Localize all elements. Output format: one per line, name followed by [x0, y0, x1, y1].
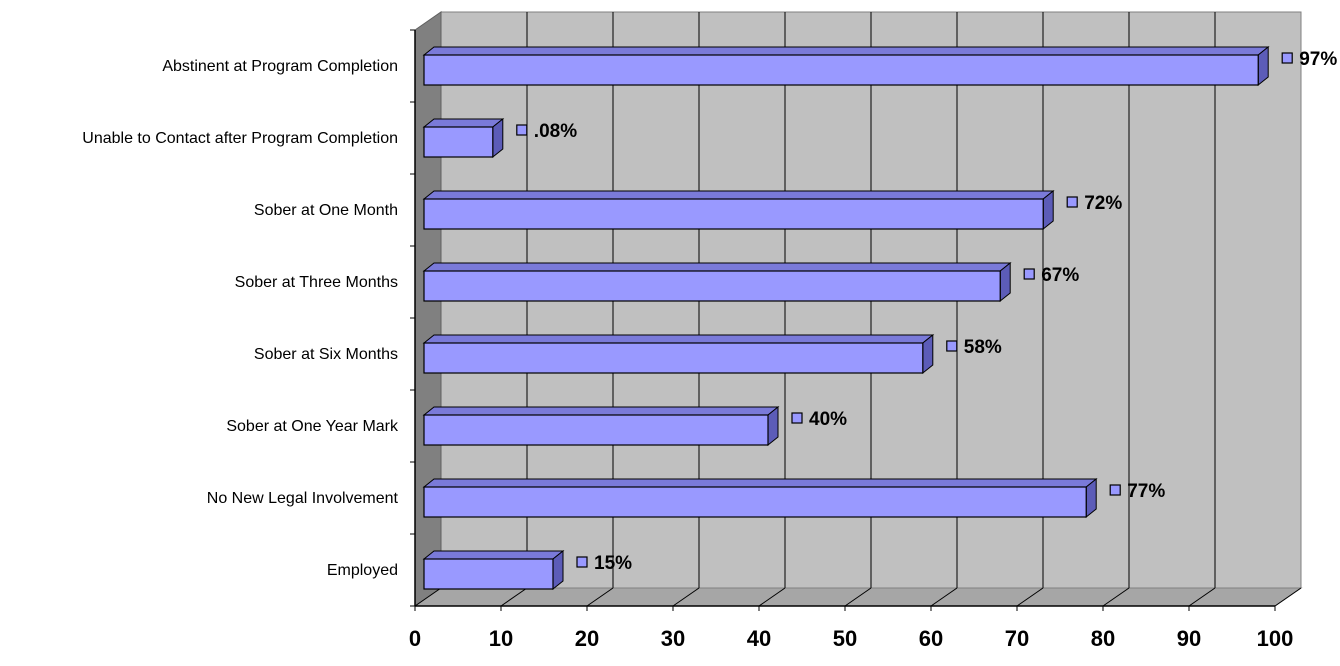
data-label-marker	[1281, 52, 1293, 64]
bar	[423, 414, 769, 446]
x-tick-label: 100	[1257, 626, 1294, 651]
floor-gridline	[1016, 587, 1044, 607]
x-tick-label: 90	[1177, 626, 1201, 651]
x-tick-label: 70	[1005, 626, 1029, 651]
category-label: Abstinent at Program Completion	[162, 58, 398, 75]
labels: Abstinent at Program Completion 97% Unable…	[82, 49, 1337, 579]
data-label-marker	[576, 556, 588, 568]
data-label: 77%	[1127, 481, 1165, 502]
x-tick-label: 0	[409, 626, 421, 651]
floor-gridline	[844, 587, 872, 607]
bar	[423, 54, 1259, 86]
bars	[422, 45, 1270, 591]
data-label: 97%	[1299, 49, 1337, 70]
bar-top-face	[422, 190, 1055, 200]
floor-gridline	[414, 587, 442, 607]
data-label-marker	[791, 412, 803, 424]
bar-top-face	[422, 262, 1012, 272]
x-tick-label: 40	[747, 626, 771, 651]
x-tick-label: 10	[489, 626, 513, 651]
data-label-marker	[1066, 196, 1078, 208]
bar	[423, 126, 494, 158]
floor-gridline	[1274, 587, 1302, 607]
bar	[423, 486, 1087, 518]
data-label: 58%	[964, 337, 1002, 358]
category-label: Sober at Three Months	[235, 274, 398, 291]
category-label: Unable to Contact after Program Completi…	[82, 130, 398, 147]
bar-top-face	[422, 406, 780, 416]
floor-gridline	[1188, 587, 1216, 607]
bar-top-face	[422, 550, 565, 560]
bar	[423, 270, 1001, 302]
floor-gridline	[586, 587, 614, 607]
bar	[423, 342, 924, 374]
category-label: Sober at Six Months	[254, 346, 398, 363]
data-label-marker	[516, 124, 528, 136]
category-label: Employed	[327, 562, 398, 579]
floor-gridline	[1102, 587, 1130, 607]
data-label-marker	[1109, 484, 1121, 496]
bar-top-face	[422, 478, 1098, 488]
data-label: 67%	[1041, 265, 1079, 286]
floor-gridline	[672, 587, 700, 607]
floor-gridline	[500, 587, 528, 607]
x-tick-label: 50	[833, 626, 857, 651]
category-label: Sober at One Year Mark	[226, 418, 399, 435]
x-tick-label: 20	[575, 626, 599, 651]
data-label: 40%	[809, 409, 847, 430]
axes: 0 10 20 30 40 50 60 70 80 90 100	[409, 29, 1294, 651]
x-tick-label: 60	[919, 626, 943, 651]
data-label: 15%	[594, 553, 632, 574]
data-label: .08%	[534, 121, 577, 142]
x-tick-label: 80	[1091, 626, 1115, 651]
category-label: Sober at One Month	[254, 202, 398, 219]
data-label: 72%	[1084, 193, 1122, 214]
floor-gridline	[758, 587, 786, 607]
x-tick-label: 30	[661, 626, 685, 651]
bar-top-face	[422, 334, 935, 344]
data-label-marker	[1023, 268, 1035, 280]
floor-gridline	[930, 587, 958, 607]
bar	[423, 198, 1044, 230]
bar-top-face	[422, 118, 505, 128]
bar	[423, 558, 554, 590]
data-label-marker	[946, 340, 958, 352]
category-label: No New Legal Involvement	[207, 490, 399, 507]
bar-top-face	[422, 46, 1270, 56]
